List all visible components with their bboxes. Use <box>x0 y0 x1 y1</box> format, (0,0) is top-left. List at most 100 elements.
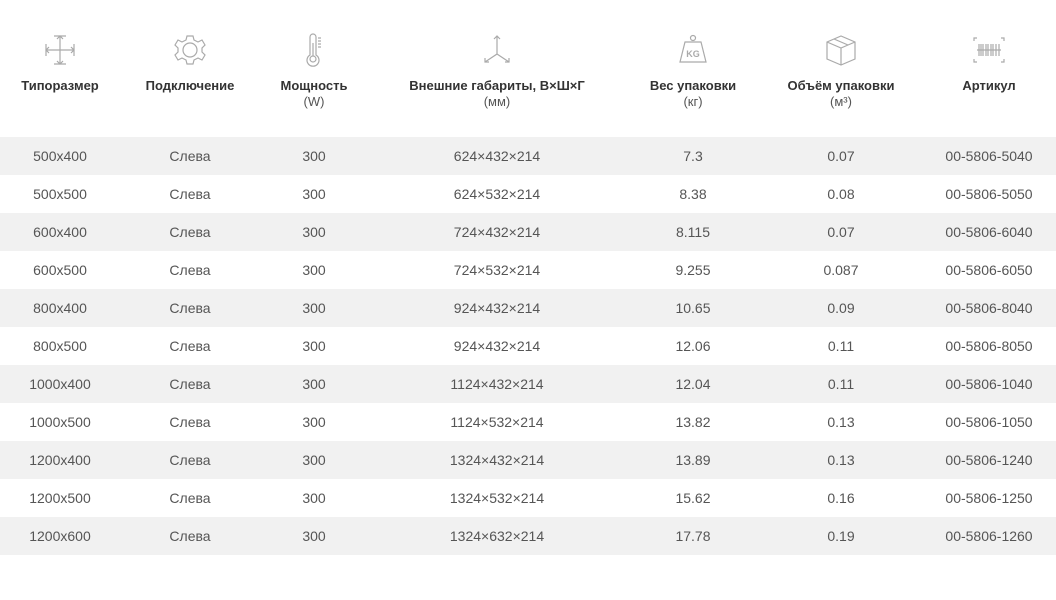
cell-weight: 17.78 <box>626 517 760 555</box>
cell-weight: 12.04 <box>626 365 760 403</box>
cell-volume: 0.16 <box>827 490 855 506</box>
header-label: Объём упаковки <box>787 78 895 93</box>
cell-dimensions: 724×432×214 <box>368 213 626 251</box>
cell-article: 00-5806-1040 <box>922 365 1056 403</box>
cell-size: 1200x600 <box>0 517 120 555</box>
cell-size: 1200x400 <box>0 441 120 479</box>
svg-text:KG: KG <box>686 49 700 59</box>
table-row: 1200x500 Слева 300 1324×532×214 15.62 0.16 00-… <box>0 479 1056 517</box>
cell-dimensions: 624×532×214 <box>453 186 541 202</box>
cell-dimensions: 1324×632×214 <box>368 517 626 555</box>
3d-axes-icon <box>484 35 510 63</box>
cell-size: 1000x500 <box>29 414 91 430</box>
header-size: Типоразмер <box>0 0 120 137</box>
cell-weight: 13.82 <box>675 414 711 430</box>
gear-icon <box>174 35 206 65</box>
header-unit: (мм) <box>483 94 511 109</box>
cell-dimensions: 924×432×214 <box>368 289 626 327</box>
specs-table: Типоразмер Подключение Мощность (W) Внеш… <box>0 0 1056 555</box>
cell-weight: 9.255 <box>675 262 711 278</box>
cell-power: 300 <box>260 137 368 175</box>
header-label: Артикул <box>962 78 1016 93</box>
cell-article: 00-5806-5050 <box>945 186 1033 202</box>
header-unit: (W) <box>303 94 325 109</box>
cell-power: 300 <box>302 414 326 430</box>
table-row: 600x400 Слева 300 724×432×214 8.115 0.07 00-58… <box>0 213 1056 251</box>
resize-arrows-icon <box>45 35 75 65</box>
table-row: 1200x600 Слева 300 1324×632×214 17.78 0.19 00-… <box>0 517 1056 555</box>
cell-size: 1000x400 <box>0 365 120 403</box>
thermometer-icon <box>306 33 321 67</box>
cell-power: 300 <box>302 186 326 202</box>
cell-volume: 0.08 <box>827 186 855 202</box>
header-article: Артикул <box>922 0 1056 137</box>
header-weight: KG Вес упаковки (кг) <box>626 0 760 137</box>
cell-weight: 8.38 <box>679 186 707 202</box>
cell-size: 600x500 <box>33 262 87 278</box>
cell-connection: Слева <box>169 338 211 354</box>
cell-volume: 0.11 <box>827 338 855 354</box>
barcode-icon <box>973 37 1005 63</box>
header-connection: Подключение <box>120 0 260 137</box>
cell-weight: 15.62 <box>675 490 711 506</box>
table-row: 1000x400 Слева 300 1124×432×214 12.04 0.11 00-… <box>0 365 1056 403</box>
cell-power: 300 <box>302 490 326 506</box>
cell-power: 300 <box>260 213 368 251</box>
cell-volume: 0.11 <box>760 365 922 403</box>
cell-size: 500x400 <box>0 137 120 175</box>
cell-volume: 0.07 <box>760 213 922 251</box>
cell-size: 600x400 <box>0 213 120 251</box>
cell-volume: 0.19 <box>760 517 922 555</box>
box-icon <box>826 35 856 66</box>
cell-article: 00-5806-8040 <box>922 289 1056 327</box>
cell-connection: Слева <box>120 137 260 175</box>
header-dimensions: Внешние габариты, В×Ш×Г (мм) <box>368 0 626 137</box>
cell-article: 00-5806-1240 <box>922 441 1056 479</box>
cell-dimensions: 924×432×214 <box>453 338 541 354</box>
cell-size: 1200x500 <box>29 490 91 506</box>
table-row: 500x500 Слева 300 624×532×214 8.38 0.08 00-580… <box>0 175 1056 213</box>
cell-power: 300 <box>260 517 368 555</box>
table-row: 600x500 Слева 300 724×532×214 9.255 0.087 00-5… <box>0 251 1056 289</box>
cell-weight: 13.89 <box>626 441 760 479</box>
table-row: 800x400 Слева 300 924×432×214 10.65 0.09 00-58… <box>0 289 1056 327</box>
cell-power: 300 <box>302 338 326 354</box>
weight-kg-icon: KG <box>679 34 707 63</box>
cell-connection: Слева <box>169 490 211 506</box>
cell-volume: 0.09 <box>760 289 922 327</box>
cell-article: 00-5806-8050 <box>945 338 1033 354</box>
cell-weight: 10.65 <box>626 289 760 327</box>
header-label: Мощность <box>280 78 348 93</box>
cell-dimensions: 724×532×214 <box>453 262 541 278</box>
cell-connection: Слева <box>169 414 211 430</box>
cell-power: 300 <box>260 289 368 327</box>
cell-dimensions: 624×432×214 <box>368 137 626 175</box>
cell-dimensions: 1324×432×214 <box>368 441 626 479</box>
cell-volume: 0.087 <box>823 262 859 278</box>
cell-weight: 7.3 <box>626 137 760 175</box>
cell-dimensions: 1324×532×214 <box>449 490 545 506</box>
header-label: Типоразмер <box>21 78 99 93</box>
header-volume: Объём упаковки (м³) <box>760 0 922 137</box>
table-row: 500x400 Слева 300 624×432×214 7.3 0.07 00-5806… <box>0 137 1056 175</box>
header-unit: (м³) <box>830 94 852 109</box>
cell-volume: 0.07 <box>760 137 922 175</box>
cell-power: 300 <box>302 262 326 278</box>
table-row: 1000x500 Слева 300 1124×532×214 13.82 0.13 00-… <box>0 403 1056 441</box>
cell-volume: 0.13 <box>827 414 855 430</box>
cell-size: 800x500 <box>33 338 87 354</box>
cell-dimensions: 1124×432×214 <box>368 365 626 403</box>
cell-volume: 0.13 <box>760 441 922 479</box>
cell-weight: 8.115 <box>626 213 760 251</box>
cell-size: 500x500 <box>33 186 87 202</box>
cell-connection: Слева <box>169 262 211 278</box>
cell-article: 00-5806-1250 <box>945 490 1033 506</box>
cell-connection: Слева <box>120 213 260 251</box>
cell-article: 00-5806-1050 <box>945 414 1033 430</box>
cell-article: 00-5806-6050 <box>945 262 1033 278</box>
cell-connection: Слева <box>120 441 260 479</box>
cell-article: 00-5806-6040 <box>922 213 1056 251</box>
cell-connection: Слева <box>120 517 260 555</box>
cell-size: 800x400 <box>0 289 120 327</box>
header-unit: (кг) <box>683 94 703 109</box>
